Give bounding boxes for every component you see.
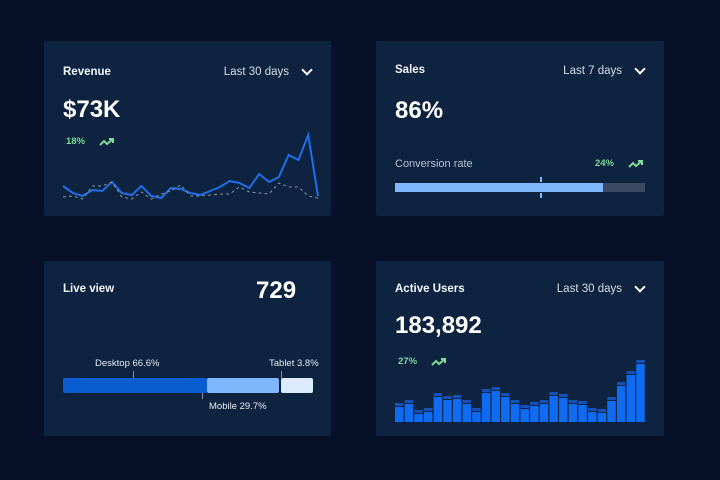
users-bar [539,404,549,422]
active-users-value: 183,892 [395,312,482,339]
users-bar [491,391,500,422]
range-label: Last 30 days [556,283,622,295]
bar-cap [568,400,578,403]
bar-cap [520,405,529,408]
bar-cap [491,387,500,390]
users-bar [452,399,462,422]
users-bar [559,398,568,422]
users-bar [588,412,597,422]
users-bar [462,404,472,422]
revenue-change: 18% [66,136,115,147]
users-bar [636,364,645,422]
tablet-label: Tablet 3.8% [269,358,319,369]
bar-cap [423,408,433,411]
live-view-card: Live view 729 Desktop 66.6% Tablet 3.8% … [44,261,331,436]
users-bar [607,401,616,422]
users-bar [414,414,423,422]
active-users-title: Active Users [395,283,465,295]
bar-cap [549,392,558,395]
change-value: 24% [594,158,614,169]
users-bar [568,404,578,422]
desktop-segment [63,378,207,393]
bar-cap [472,408,481,411]
revenue-series-line [62,131,319,200]
bar-cap [636,360,645,363]
revenue-range-dropdown[interactable]: Last 30 days [223,64,313,78]
conversion-target-marker [540,177,542,198]
trend-up-icon [99,137,115,146]
users-bar [443,400,452,422]
users-change: 27% [398,356,447,367]
bar-cap [510,400,520,403]
bar-cap [588,408,597,411]
revenue-line-chart [62,131,319,200]
users-bar [626,375,636,422]
users-bar [597,413,607,422]
bar-cap [443,396,452,399]
bar-cap [616,382,626,385]
revenue-card: Revenue Last 30 days $73K 18% [44,41,331,216]
users-bar [472,412,481,422]
conversion-change: 24% [595,158,644,169]
revenue-comparison-line [62,181,319,200]
range-label: Last 30 days [223,66,289,78]
users-bar [404,404,414,422]
bar-cap [481,389,491,392]
revenue-value: $73K [63,96,121,123]
conversion-progress-fill [395,183,603,192]
revenue-title: Revenue [63,66,111,78]
active-users-bar-chart [395,360,645,422]
users-bar [481,393,491,422]
bar-cap [501,393,510,396]
tablet-segment [281,378,313,393]
bar-cap [414,410,423,413]
active-users-card: Active Users Last 30 days 183,892 27% [376,261,664,436]
users-bar [395,407,404,422]
users-bar [520,409,529,422]
users-range-dropdown[interactable]: Last 30 days [556,281,646,295]
bar-cap [578,401,587,404]
sales-range-dropdown[interactable]: Last 7 days [563,63,646,77]
bar-cap [530,402,539,405]
users-bar [510,404,520,422]
users-bar [616,386,626,422]
conversion-label: Conversion rate [395,158,473,170]
tablet-tick [281,371,282,378]
bar-cap [559,394,568,397]
users-bar [549,396,558,422]
mobile-label: Mobile 29.7% [209,401,267,412]
live-view-count: 729 [256,277,297,304]
trend-up-icon [628,159,643,168]
users-bar [578,405,587,422]
mobile-segment [207,378,279,393]
conversion-progress-bar [395,177,645,198]
live-view-title: Live view [63,283,115,295]
bar-cap [539,400,549,403]
sales-card: Sales Last 7 days 86% Conversion rate 24… [376,41,664,216]
bar-cap [462,400,472,403]
desktop-label: Desktop 66.6% [95,358,160,369]
bar-cap [597,409,607,412]
bar-cap [395,403,404,406]
bar-cap [607,397,616,400]
users-bar [433,397,443,422]
mobile-tick [202,392,203,399]
bar-cap [626,371,636,374]
sales-value: 86% [395,97,444,124]
users-bar [501,397,510,422]
users-bar [423,412,433,422]
range-label: Last 7 days [563,65,622,77]
users-bar [530,406,539,422]
change-value: 18% [66,136,86,147]
sales-title: Sales [395,64,426,76]
trend-up-icon [431,357,447,366]
chevron-down-icon [634,63,646,75]
bar-cap [452,395,462,398]
desktop-tick [133,371,134,378]
bar-cap [433,393,443,396]
bar-cap [404,400,414,403]
change-value: 27% [398,356,418,367]
